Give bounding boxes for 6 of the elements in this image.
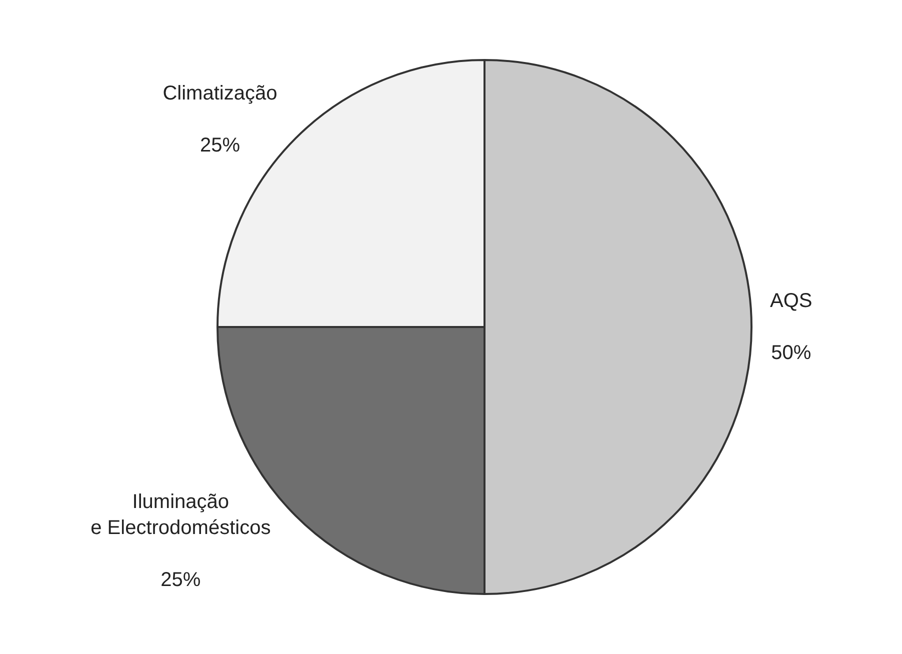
data-label: 50% (771, 342, 812, 364)
slice-label: Iluminação e Electrodomésticos (90, 490, 271, 539)
data-label: 25% (160, 568, 201, 591)
slice-label: Climatização (162, 82, 278, 105)
slice-label: AQS (770, 290, 812, 312)
data-label: 25% (200, 134, 240, 157)
